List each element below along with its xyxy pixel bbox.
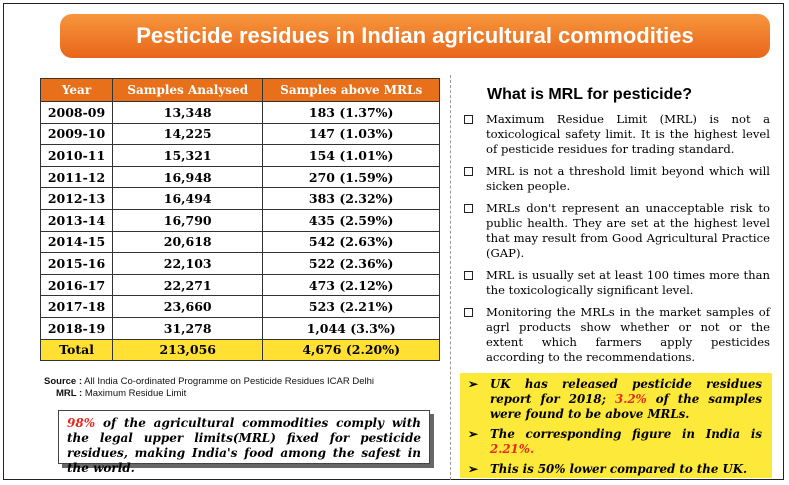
highlight-figure: 2.21%. (490, 442, 535, 456)
highlight-item: The corresponding figure in India is 2.2… (466, 427, 762, 457)
table-cell: 2013-14 (39, 208, 114, 232)
frame (3, 3, 784, 480)
header-row: Year Samples Analysed Samples above MRLs (39, 78, 440, 102)
table-cell: 2008-09 (39, 101, 114, 124)
table-cell: 22,103 (112, 252, 264, 275)
source-note: Source : All India Co-ordinated Programm… (44, 376, 374, 400)
total-cell: 4,676 (2.20%) (262, 338, 440, 362)
callout: 98% of the agricultural commodities comp… (58, 410, 430, 475)
highlight-item: This is 50% lower compared to the UK. (466, 462, 762, 477)
title-banner: Pesticide residues in Indian agricultura… (60, 14, 770, 58)
callout-text: of the agricultural commodities comply w… (67, 416, 421, 475)
table-cell: 16,790 (112, 208, 264, 232)
table-cell: 2010-11 (39, 144, 114, 167)
table-cell: 435 (2.59%) (262, 208, 440, 232)
table-cell: 542 (2.63%) (262, 230, 440, 254)
table-row: 2018-19 31,278 1,044 (3.3%) (39, 316, 440, 340)
highlight-figure: 3.2% (615, 392, 647, 406)
source-label: Source : (44, 376, 83, 387)
info-bullet: Maximum Residue Limit (MRL) is not a tox… (462, 112, 770, 157)
header-cell: Samples Analysed (112, 78, 264, 102)
table-cell: 20,618 (112, 230, 264, 254)
table-row: 2011-12 16,948 270 (1.59%) (39, 165, 440, 189)
table-row: 2013-14 16,790 435 (2.59%) (39, 208, 440, 232)
table-row: 2016-17 22,271 473 (2.12%) (39, 273, 440, 297)
table-cell: 22,271 (112, 273, 264, 297)
info-bullet: Monitoring the MRLs in the market sample… (462, 305, 770, 365)
table-cell: 13,348 (112, 101, 264, 124)
callout-highlight: 98% (67, 416, 96, 430)
table-cell: 31,278 (112, 316, 264, 340)
info-bullet: MRLs don't represent an unacceptable ris… (462, 201, 770, 261)
table-cell: 2012-13 (39, 187, 114, 210)
table-cell: 2014-15 (39, 230, 114, 254)
table-cell: 383 (2.32%) (262, 187, 440, 210)
highlight-box: UK has released pesticide residues repor… (460, 373, 772, 478)
table-cell: 16,494 (112, 187, 264, 210)
table-row: 2012-13 16,494 383 (2.32%) (39, 187, 440, 210)
info-bullet: MRL is not a threshold limit beyond whic… (462, 164, 770, 194)
table-row: 2009-10 14,225 147 (1.03%) (39, 122, 440, 146)
table-cell: 2018-19 (39, 316, 114, 340)
highlight-text: This is 50% lower compared to the UK. (490, 462, 748, 476)
header-cell: Year (39, 78, 114, 102)
table-cell: 14,225 (112, 122, 264, 146)
table-cell: 2011-12 (39, 165, 114, 189)
abbr-label: MRL : (56, 388, 83, 399)
highlight-text: UK has released pesticide residues repor… (490, 377, 762, 406)
total-cell: 213,056 (112, 338, 264, 362)
table-row: 2008-09 13,348 183 (1.37%) (39, 101, 440, 124)
info-list: Maximum Residue Limit (MRL) is not a tox… (462, 112, 770, 372)
total-row: Total 213,056 4,676 (2.20%) (39, 338, 440, 362)
total-cell: Total (39, 338, 114, 362)
highlight-item: UK has released pesticide residues repor… (466, 377, 762, 422)
table-cell: 473 (2.12%) (262, 273, 440, 297)
divider (450, 75, 451, 480)
table-cell: 183 (1.37%) (262, 101, 440, 124)
table-row: 2017-18 23,660 523 (2.21%) (39, 295, 440, 318)
highlight-text: The corresponding figure in India is (490, 427, 762, 441)
residue-table: Year Samples Analysed Samples above MRLs 20… (39, 78, 440, 362)
table-cell: 2015-16 (39, 252, 114, 275)
table-cell: 2017-18 (39, 295, 114, 318)
source-text: All India Co-ordinated Programme on Pest… (84, 376, 375, 387)
table-row: 2015-16 22,103 522 (2.36%) (39, 252, 440, 275)
table-cell: 23,660 (112, 295, 264, 318)
highlight-rest: of the samples were found to be above MR… (490, 392, 762, 421)
table-cell: 2009-10 (39, 122, 114, 146)
info-heading: What is MRL for pesticide? (487, 86, 693, 103)
table-cell: 1,044 (3.3%) (262, 316, 440, 340)
table-cell: 154 (1.01%) (262, 144, 440, 167)
table-cell: 270 (1.59%) (262, 165, 440, 189)
header-cell: Samples above MRLs (262, 78, 440, 102)
table-cell: 147 (1.03%) (262, 122, 440, 146)
table-cell: 2016-17 (39, 273, 114, 297)
info-bullet: MRL is usually set at least 100 times mo… (462, 268, 770, 298)
table-cell: 15,321 (112, 144, 264, 167)
table-row: 2010-11 15,321 154 (1.01%) (39, 144, 440, 167)
table-row: 2014-15 20,618 542 (2.63%) (39, 230, 440, 254)
abbr-text: Maximum Residue Limit (84, 388, 187, 399)
table-cell: 522 (2.36%) (262, 252, 440, 275)
table-cell: 523 (2.21%) (262, 295, 440, 318)
table-cell: 16,948 (112, 165, 264, 189)
